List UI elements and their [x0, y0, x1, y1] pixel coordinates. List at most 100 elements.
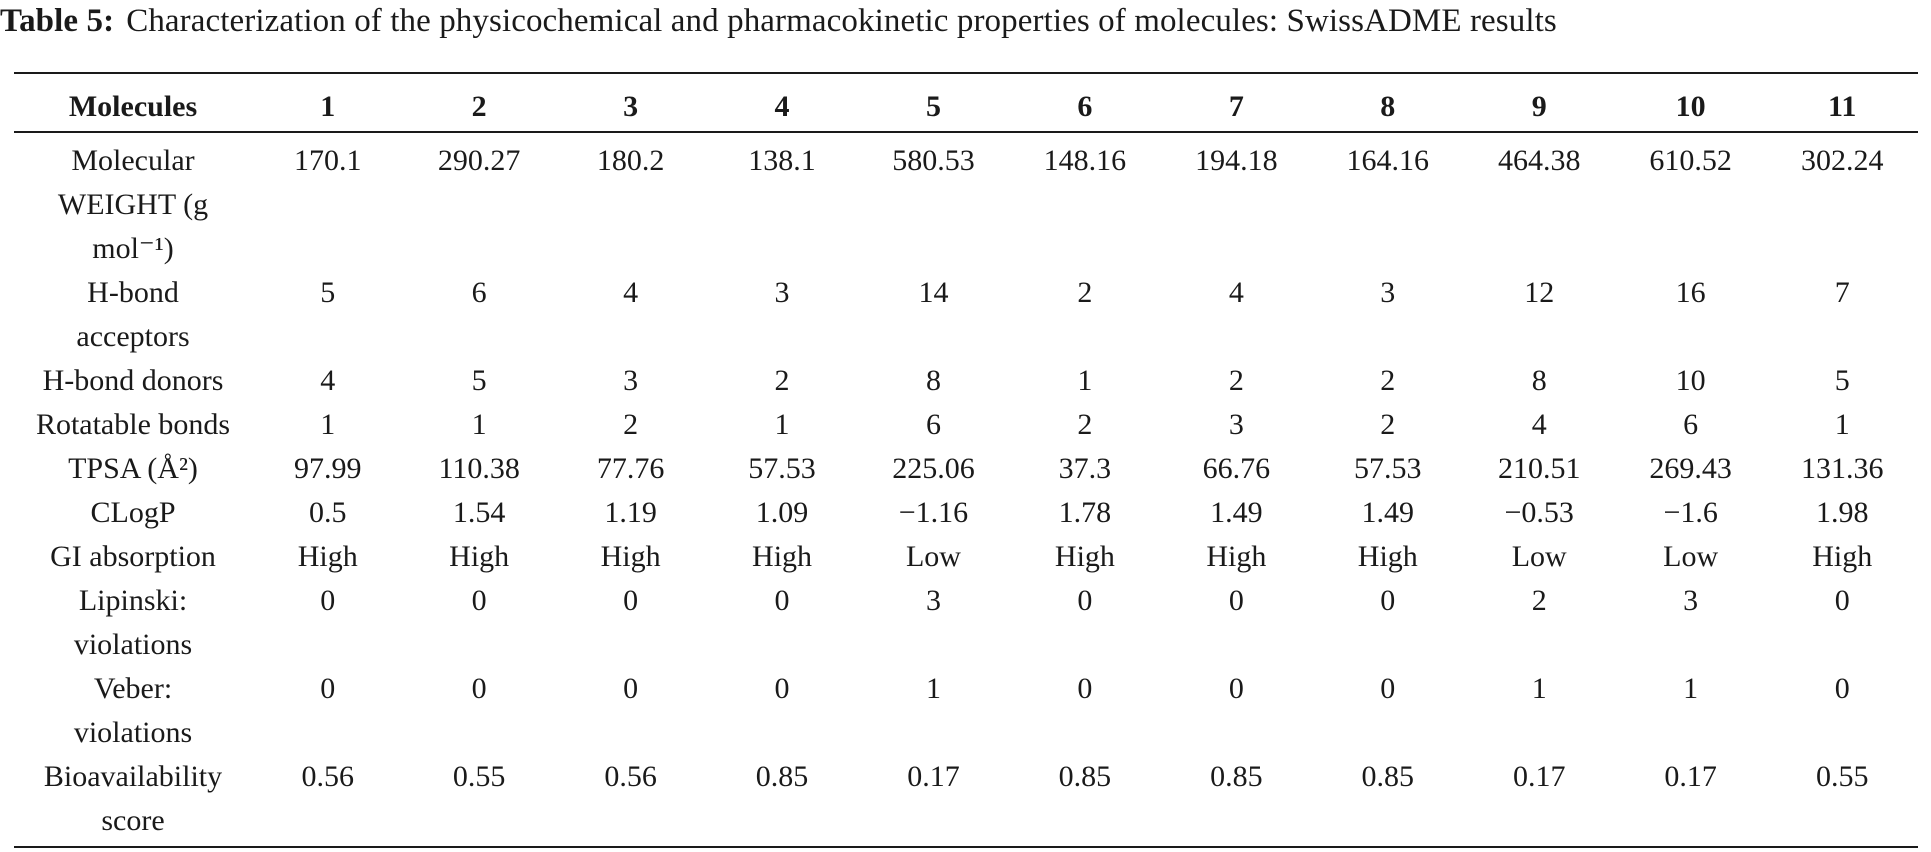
header-cell-molecule-3: 3 [623, 90, 639, 123]
table-cell: High [600, 540, 661, 573]
table-cell: 57.53 [1354, 452, 1422, 485]
table-cell: 2 [1531, 584, 1547, 617]
row-label-line: mol⁻¹) [92, 232, 174, 265]
header-cell-molecule-10: 10 [1675, 90, 1706, 123]
table-cell: 4 [1228, 276, 1244, 309]
table-cell: 0 [1834, 584, 1850, 617]
table-cell: 1 [1834, 408, 1850, 441]
table-cell: 3 [774, 276, 790, 309]
table-cell: 0 [1834, 672, 1850, 705]
row-label-line: acceptors [76, 320, 190, 353]
row-label-line: H-bond [87, 276, 179, 309]
table-cell: 148.16 [1043, 144, 1127, 177]
row-label-line: CLogP [90, 496, 176, 529]
table-row: CLogP 0.5 1.54 1.19 1.09 −1.16 1.78 1.49 1.49 −0.… [14, 491, 1918, 535]
table-cell: 77.76 [596, 452, 665, 485]
table-cell: High [297, 540, 358, 573]
table-cell: 1.09 [755, 496, 809, 529]
table-caption: Table 5: Characterization of the physicoc… [0, 0, 1931, 46]
row-label-line: Molecular [71, 144, 195, 177]
table-cell: 0 [623, 584, 639, 617]
table-cell: 0.5 [308, 496, 347, 529]
row-label-line: violations [73, 628, 193, 661]
table-cell: 302.24 [1800, 144, 1884, 177]
table-cell: High [752, 540, 813, 573]
row-label-line: Rotatable bonds [35, 408, 231, 441]
table-cell: 0 [774, 584, 790, 617]
table-header: Molecules 1 2 3 4 5 6 7 8 9 10 11 [14, 85, 1918, 131]
row-label: Lipinski: violations [14, 579, 252, 667]
table-row: Molecular WEIGHT (g mol⁻¹) 170.1 290.27 180.2… [14, 131, 1918, 271]
table-cell: 3 [1683, 584, 1699, 617]
table-cell: 1.49 [1361, 496, 1415, 529]
header-cell-molecule-2: 2 [471, 90, 487, 123]
table-cell: 6 [925, 408, 941, 441]
table-cell: 6 [1683, 408, 1699, 441]
table-cell: 1.19 [604, 496, 657, 529]
table-cell: 580.53 [892, 144, 975, 177]
table-cell: 2 [623, 408, 639, 441]
table-cell: 5 [1834, 364, 1850, 397]
table-cell: 2 [1380, 364, 1396, 397]
table-header-rule [14, 131, 1918, 133]
table-cell: 1 [1683, 672, 1699, 705]
table-cell: 57.53 [748, 452, 816, 485]
row-label: Rotatable bonds [14, 403, 252, 447]
header-cell-molecules: Molecules [68, 90, 198, 123]
header-cell-molecule-7: 7 [1228, 90, 1244, 123]
table-cell: 1.49 [1210, 496, 1263, 529]
table-cell: 0 [1380, 584, 1396, 617]
table-cell: 170.1 [293, 144, 362, 177]
table-cell: 0 [623, 672, 639, 705]
header-cell-molecule-11: 11 [1828, 90, 1857, 123]
table-cell: 210.51 [1497, 452, 1581, 485]
table-cell: 14 [918, 276, 949, 309]
table-cell: 4 [1531, 408, 1547, 441]
table-cell: 0 [320, 672, 336, 705]
table-cell: 0 [320, 584, 336, 617]
table-cell: 0 [471, 584, 487, 617]
row-label: Molecular WEIGHT (g mol⁻¹) [14, 131, 252, 271]
table-cell: 3 [623, 364, 639, 397]
table-cell: 97.99 [293, 452, 362, 485]
table-cell: 0.85 [1058, 760, 1112, 793]
table-cell: 1 [1531, 672, 1547, 705]
header-cell-molecule-8: 8 [1380, 90, 1396, 123]
table-row: Rotatable bonds 1 1 2 1 6 2 3 2 4 6 1 [14, 403, 1918, 447]
table-cell: 10 [1675, 364, 1706, 397]
table-cell: 2 [774, 364, 790, 397]
row-label: Veber: violations [14, 667, 252, 755]
table-cell: 37.3 [1058, 452, 1112, 485]
table-cell: 0.85 [755, 760, 809, 793]
table-cell: 0 [1380, 672, 1396, 705]
table-cell: 2 [1228, 364, 1244, 397]
header-cell-molecule-1: 1 [320, 90, 336, 123]
table-cell: 2 [1077, 276, 1093, 309]
table-cell: −1.6 [1663, 496, 1718, 529]
table-cell: High [1206, 540, 1267, 573]
table-cell: 1.78 [1058, 496, 1112, 529]
table-cell: 138.1 [748, 144, 816, 177]
table-cell: 0 [774, 672, 790, 705]
table-cell: 66.76 [1202, 452, 1271, 485]
table-cell: −1.16 [898, 496, 969, 529]
row-label: Bioavailability score [14, 755, 252, 843]
table-cell: Low [1663, 540, 1719, 573]
table-cell: 0.17 [1664, 760, 1717, 793]
table-cell: 610.52 [1649, 144, 1732, 177]
table-cell: 16 [1675, 276, 1706, 309]
table-cell: 1 [774, 408, 790, 441]
table-cell: High [1357, 540, 1418, 573]
table-row: Lipinski: violations 0 0 0 0 3 0 0 0 2 3 0 [14, 579, 1918, 667]
table-cell: 0.55 [1815, 760, 1869, 793]
table-row: H-bond acceptors 5 6 4 3 14 2 4 3 12 16 7 [14, 271, 1918, 359]
table-cell: 194.18 [1195, 144, 1278, 177]
row-label-line: Bioavailability [43, 760, 223, 793]
table-cell: 110.38 [438, 452, 520, 485]
table-cell: 0 [1077, 672, 1093, 705]
row-label-line: GI absorption [50, 540, 216, 573]
table-cell: 0.85 [1210, 760, 1263, 793]
row-label: H-bond donors [14, 359, 252, 403]
table-cell: 0 [471, 672, 487, 705]
table-caption-text: Characterization of the physicochemical … [126, 3, 1557, 39]
